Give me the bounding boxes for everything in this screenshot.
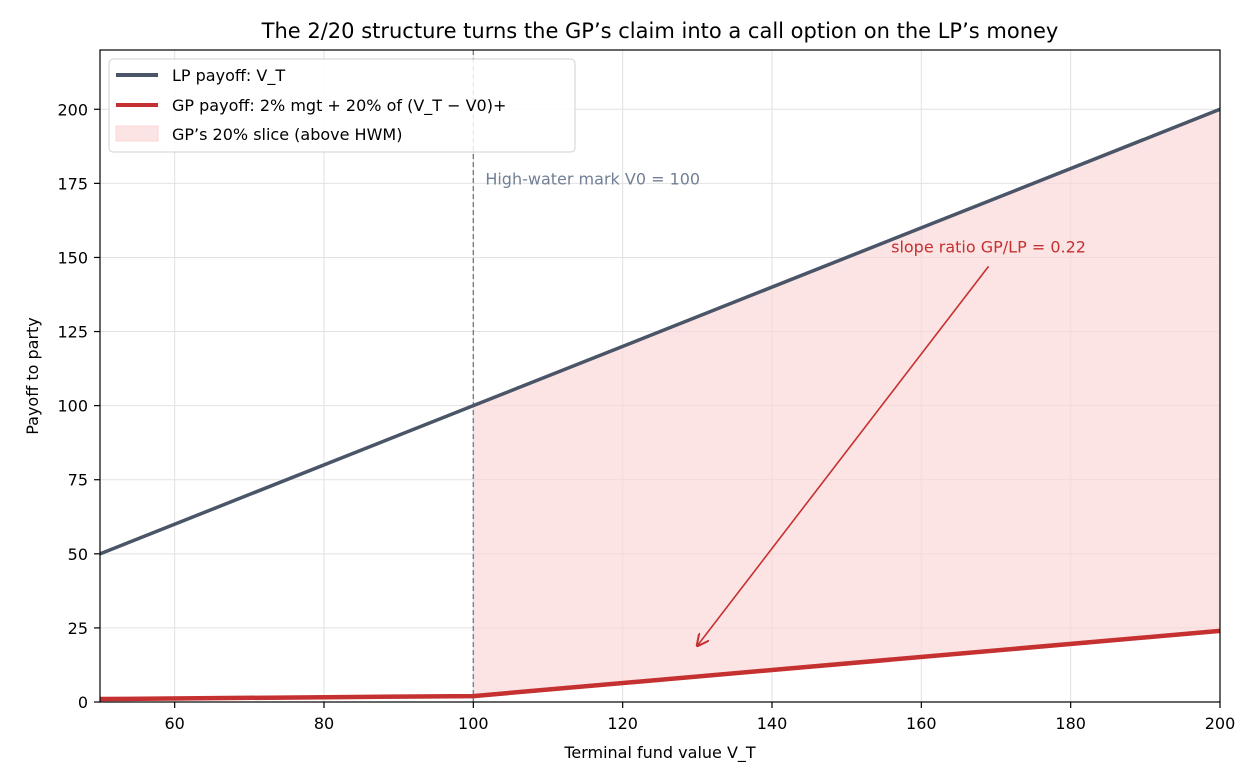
annotation-label: slope ratio GP/LP = 0.22 bbox=[891, 238, 1086, 257]
legend-swatch-fill bbox=[115, 125, 159, 142]
y-tick-label: 150 bbox=[57, 248, 88, 267]
hwm-label: High-water mark V0 = 100 bbox=[485, 169, 700, 188]
x-tick-label: 100 bbox=[458, 714, 489, 733]
axes-frame bbox=[99, 49, 1221, 703]
legend: LP payoff: V_T GP payoff: 2% mgt + 20% o… bbox=[108, 58, 576, 153]
lp-payoff-line bbox=[99, 107, 1221, 556]
x-tick-label: 160 bbox=[906, 714, 937, 733]
ticks: 60 80 100 120 140 160 180 200 0 25 50 75 100 125 150 17… bbox=[57, 100, 1235, 733]
x-axis-title: Terminal fund value V_T bbox=[563, 743, 756, 763]
fill-layer bbox=[473, 109, 1220, 697]
gp-slice-fill bbox=[473, 109, 1220, 697]
y-tick-label: 75 bbox=[68, 471, 88, 490]
x-tick-label: 200 bbox=[1205, 714, 1236, 733]
gp-payoff-line bbox=[99, 628, 1221, 702]
y-axis-title: Payoff to party bbox=[23, 317, 42, 435]
series-layer bbox=[99, 107, 1221, 702]
x-tick-label: 120 bbox=[607, 714, 638, 733]
annotation-arrow bbox=[697, 265, 990, 645]
y-tick-label: 0 bbox=[78, 693, 88, 712]
x-tick-label: 140 bbox=[757, 714, 788, 733]
x-tick-label: 180 bbox=[1055, 714, 1086, 733]
chart-title: The 2/20 structure turns the GP’s claim … bbox=[261, 19, 1059, 43]
y-tick-label: 100 bbox=[57, 397, 88, 416]
y-tick-label: 125 bbox=[57, 323, 88, 342]
x-tick-label: 80 bbox=[314, 714, 334, 733]
x-tick-label: 60 bbox=[164, 714, 184, 733]
legend-label-fill: GP’s 20% slice (above HWM) bbox=[172, 125, 402, 144]
legend-label-gp: GP payoff: 2% mgt + 20% of (V_T − V0)+ bbox=[172, 96, 506, 116]
legend-box bbox=[108, 58, 576, 153]
y-tick-label: 175 bbox=[57, 174, 88, 193]
legend-label-lp: LP payoff: V_T bbox=[172, 66, 285, 86]
y-tick-label: 25 bbox=[68, 619, 88, 638]
y-tick-label: 200 bbox=[57, 100, 88, 119]
y-tick-label: 50 bbox=[68, 545, 88, 564]
